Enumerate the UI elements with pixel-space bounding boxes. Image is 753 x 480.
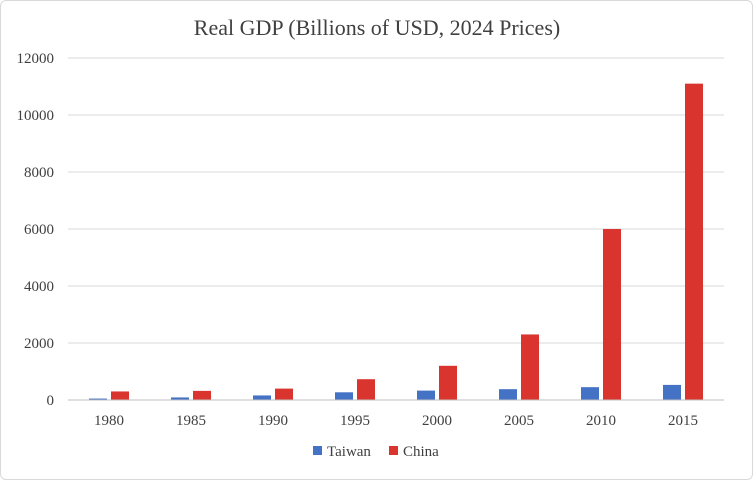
bar-taiwan-1990 <box>253 395 271 400</box>
legend-label-taiwan: Taiwan <box>327 444 371 460</box>
bar-taiwan-1980 <box>89 398 107 400</box>
y-tick-label: 8000 <box>24 165 54 181</box>
legend-swatch-china <box>389 446 398 455</box>
y-tick-label: 2000 <box>24 336 54 352</box>
x-tick-label: 1995 <box>340 413 370 429</box>
x-axis-ticks: 1980 1985 1990 1995 2000 2005 2010 2015 <box>94 413 698 429</box>
legend-label-china: China <box>403 444 439 460</box>
y-tick-label: 4000 <box>24 279 54 295</box>
bar-china-2015 <box>685 83 703 401</box>
bar-taiwan-2010 <box>581 387 599 400</box>
y-tick-label: 6000 <box>24 222 54 238</box>
chart-title: Real GDP (Billions of USD, 2024 Prices) <box>194 15 560 40</box>
x-tick-label: 1980 <box>94 413 124 429</box>
bar-taiwan-2000 <box>417 390 435 400</box>
x-tick-label: 2000 <box>422 413 452 429</box>
y-tick-label: 12000 <box>17 51 55 67</box>
y-tick-label: 10000 <box>17 108 55 124</box>
y-tick-label: 0 <box>47 393 55 409</box>
x-tick-label: 2005 <box>504 413 534 429</box>
x-tick-label: 1990 <box>258 413 288 429</box>
x-tick-label: 2010 <box>586 413 616 429</box>
y-axis-ticks: 0 2000 4000 6000 8000 10000 12000 <box>17 51 55 409</box>
bar-china-1990 <box>275 388 293 400</box>
bar-taiwan-1995 <box>335 392 353 400</box>
bar-taiwan-2005 <box>499 389 517 400</box>
bar-china-2005 <box>521 334 539 400</box>
x-tick-label: 2015 <box>668 413 698 429</box>
bar-china-2010 <box>603 229 621 400</box>
legend-swatch-taiwan <box>313 446 322 455</box>
bar-taiwan-2015 <box>663 384 681 400</box>
bars <box>89 83 703 401</box>
bar-china-1995 <box>357 379 375 400</box>
gridlines <box>68 57 724 344</box>
x-tick-label: 1985 <box>176 413 206 429</box>
bar-china-1985 <box>193 390 211 400</box>
bar-china-2000 <box>439 365 457 400</box>
bar-taiwan-1985 <box>171 397 189 400</box>
legend: Taiwan China <box>313 444 439 460</box>
bar-china-1980 <box>111 391 129 400</box>
